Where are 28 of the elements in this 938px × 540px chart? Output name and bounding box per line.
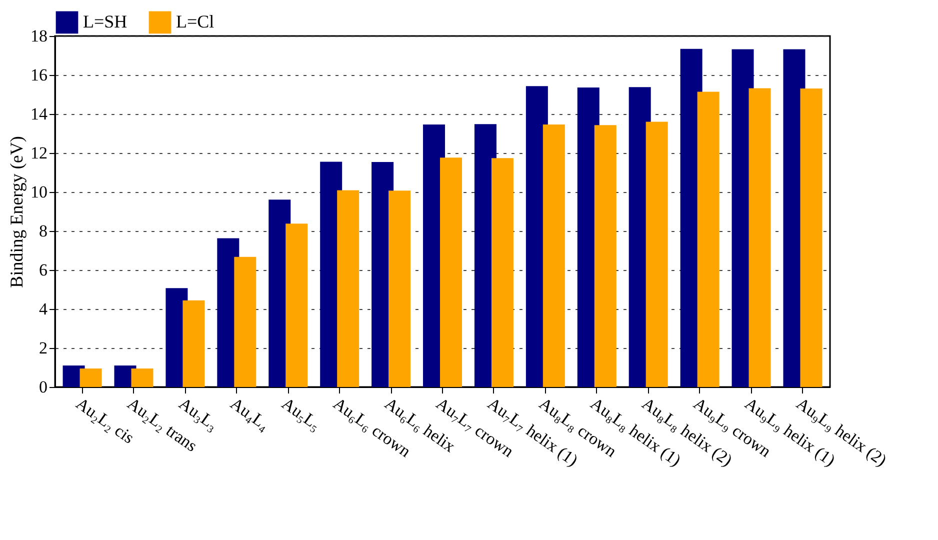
legend-label: L=SH (83, 11, 128, 32)
bar (234, 256, 256, 387)
legend-label: L=Cl (176, 11, 214, 32)
bar (800, 88, 822, 387)
bar (594, 125, 616, 387)
y-tick-label: 16 (30, 66, 48, 84)
bar (80, 368, 102, 387)
bar (542, 124, 565, 387)
bar (286, 224, 308, 387)
bar (646, 122, 668, 387)
bar (491, 158, 514, 387)
y-tick-label: 4 (39, 300, 48, 318)
y-tick-label: 2 (39, 338, 48, 358)
y-tick-label: 14 (30, 104, 48, 124)
y-tick-label: 12 (30, 144, 48, 162)
y-tick-label: 10 (30, 182, 48, 202)
y-tick-label: 0 (39, 378, 48, 396)
y-tick-label: 8 (39, 222, 48, 240)
bar (337, 190, 360, 387)
bar (440, 158, 462, 387)
bar (697, 92, 720, 387)
y-tick-label: 6 (39, 260, 48, 280)
bar (131, 368, 154, 387)
bar (748, 88, 771, 387)
bar (182, 300, 205, 387)
y-axis-title: Binding Energy (eV) (6, 136, 26, 288)
bar (388, 190, 411, 387)
y-tick-label: 18 (30, 26, 48, 46)
